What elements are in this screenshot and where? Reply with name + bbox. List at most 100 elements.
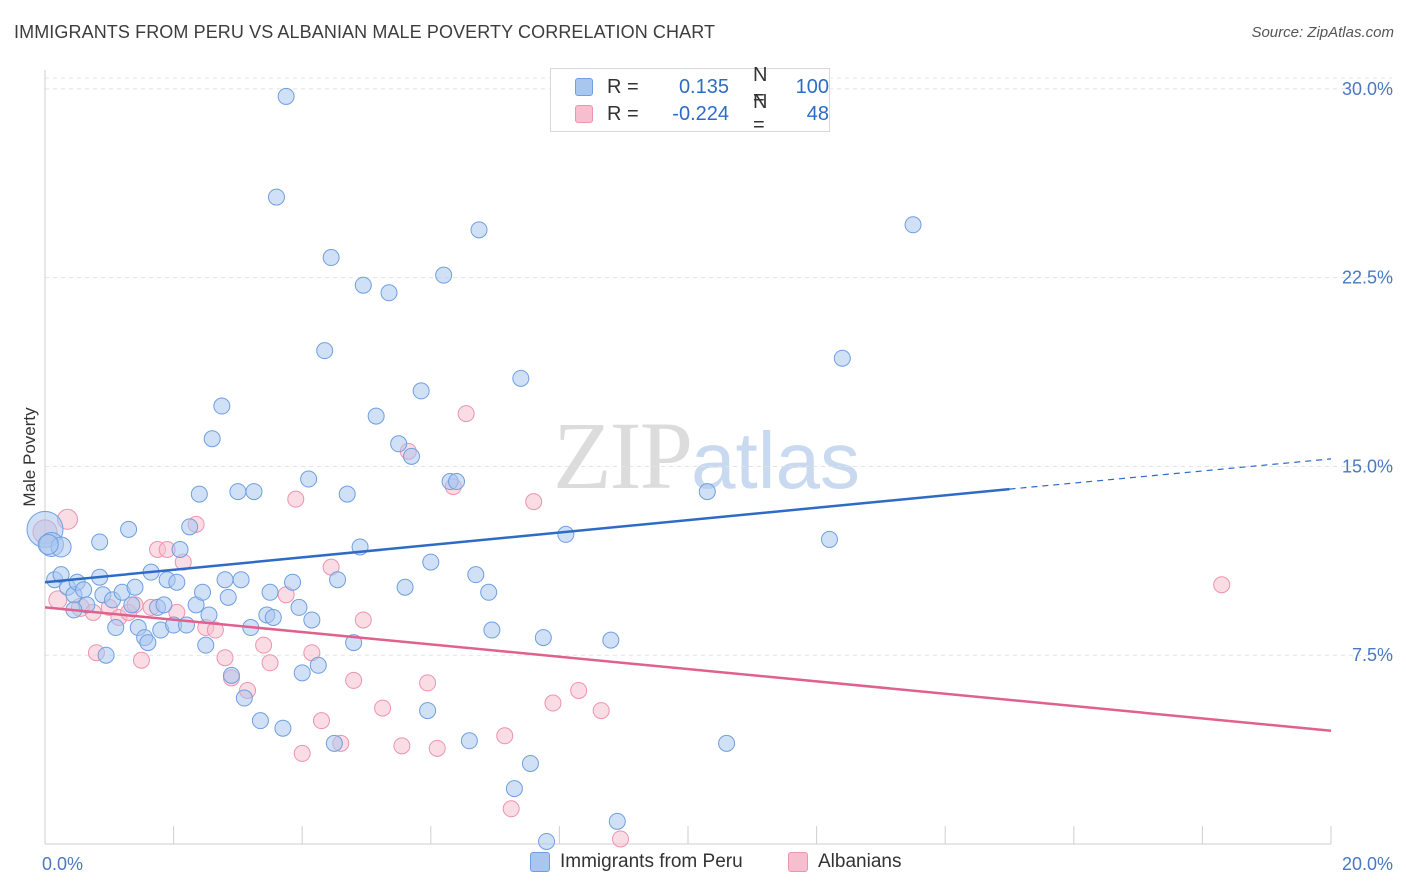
peru-points [26, 87, 922, 850]
peru-point [277, 87, 295, 105]
albanians-point [1213, 576, 1231, 594]
peru-point [171, 541, 189, 559]
peru-point [435, 266, 453, 284]
peru-point [608, 812, 626, 830]
peru-point [216, 571, 234, 589]
axes [44, 70, 1332, 845]
albanians-point [255, 636, 273, 654]
peru-point [251, 712, 269, 730]
chart-title: IMMIGRANTS FROM PERU VS ALBANIAN MALE PO… [14, 22, 716, 42]
albanians-point [293, 744, 311, 762]
peru-point [261, 583, 279, 601]
legend-r-label: R = [607, 75, 639, 98]
bottom-legend-peru: Immigrants from Peru [530, 851, 743, 873]
watermark-logo: ZIPatlas [553, 400, 860, 511]
peru-point [219, 588, 237, 606]
peru-point [309, 656, 327, 674]
legend-n-label: N = [753, 64, 768, 109]
bottom-legend-label-peru: Immigrants from Peru [560, 851, 743, 872]
peru-point [155, 596, 173, 614]
peru-point [718, 734, 736, 752]
peru-point [91, 533, 109, 551]
albanians-point [544, 694, 562, 712]
peru-point [698, 483, 716, 501]
albanians-point [496, 727, 514, 745]
peru-point [213, 397, 231, 415]
albanians-point [502, 800, 520, 818]
albanians-point [428, 739, 446, 757]
albanians-point [216, 649, 234, 667]
peru-point [37, 533, 59, 555]
albanians-point [206, 621, 224, 639]
peru-point [820, 530, 838, 548]
peru-point [181, 518, 199, 536]
peru-point [229, 483, 247, 501]
y-axis-label: Male Poverty [20, 407, 39, 507]
peru-point [322, 249, 340, 267]
peru-point [303, 611, 321, 629]
legend-r-label: R = [607, 102, 639, 125]
peru-point [264, 608, 282, 626]
bottom-legend-albanians: Albanians [788, 851, 901, 873]
legend-row-peru: R = 0.135 N = 100 [575, 64, 829, 109]
watermark-zip: ZIP [553, 402, 693, 509]
peru-point [126, 578, 144, 596]
peru-point [194, 583, 212, 601]
albanians-point [570, 681, 588, 699]
albanians-point [261, 654, 279, 672]
peru-point [403, 447, 421, 465]
peru-point [300, 470, 318, 488]
peru-point [139, 634, 157, 652]
peru-point [467, 566, 485, 584]
bottom-legend-swatch-peru [530, 852, 550, 872]
peru-point [197, 636, 215, 654]
legend-r-value: -0.224 [672, 102, 729, 125]
peru-point [168, 573, 186, 591]
peru-point [460, 732, 478, 750]
x-tick-label-start: 0.0% [42, 854, 83, 874]
chart-source: Source: ZipAtlas.com [1251, 24, 1394, 41]
peru-point [470, 221, 488, 239]
peru-point [232, 571, 250, 589]
peru-point [274, 719, 292, 737]
peru-point [354, 276, 372, 294]
peru-point [412, 382, 430, 400]
peru-point [512, 369, 530, 387]
peru-point [557, 525, 575, 543]
peru-point [448, 473, 466, 491]
peru-point [75, 581, 93, 599]
legend-r-value: 0.135 [678, 75, 729, 98]
y-tick-label: 7.5% [1352, 645, 1393, 665]
watermark-atlas: atlas [691, 416, 860, 505]
albanians-point [374, 699, 392, 717]
peru-point [293, 664, 311, 682]
peru-point [316, 342, 334, 360]
peru-point [833, 349, 851, 367]
albanians-point [611, 830, 629, 848]
peru-point [190, 485, 208, 503]
peru-point [380, 284, 398, 302]
peru-point [329, 571, 347, 589]
legend: R = 0.135 N = 100 R = -0.224 N = 48 [550, 64, 830, 136]
peru-point [419, 702, 437, 720]
peru-point [203, 430, 221, 448]
peru-point [483, 621, 501, 639]
peru-point [422, 553, 440, 571]
peru-point [222, 666, 240, 684]
peru-point [123, 596, 141, 614]
albanians-point [354, 611, 372, 629]
legend-swatch-albanians [575, 105, 593, 123]
axis-labels: 7.5% 15.0% 22.5% 30.0% 0.0% 20.0% Male Poverty [20, 79, 1393, 874]
peru-point [521, 754, 539, 772]
y-tick-label: 30.0% [1342, 79, 1393, 99]
legend-n-value: 100 [795, 75, 829, 98]
albanians-point [419, 674, 437, 692]
albanians-point [525, 493, 543, 511]
peru-point [390, 435, 408, 453]
peru-point [120, 520, 138, 538]
albanians-point [393, 737, 411, 755]
peru-point [284, 573, 302, 591]
peru-point [602, 631, 620, 649]
peru-point [97, 646, 115, 664]
